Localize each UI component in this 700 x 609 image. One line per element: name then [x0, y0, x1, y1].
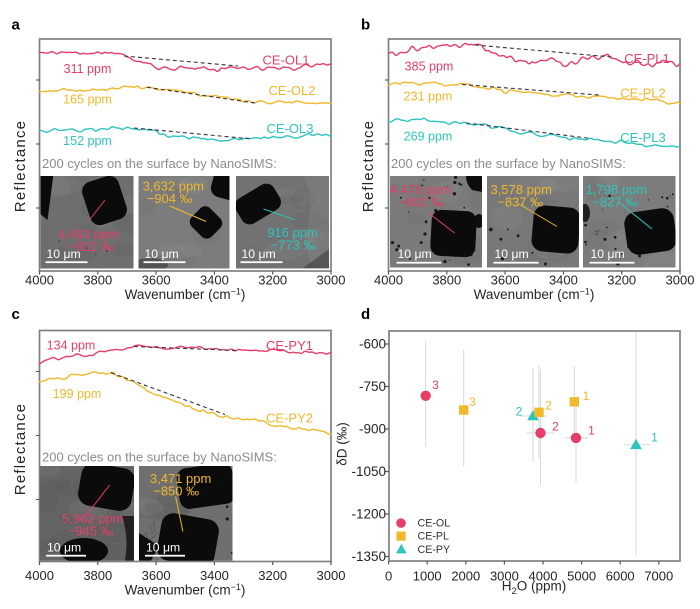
- svg-text:231 ppm: 231 ppm: [404, 90, 453, 104]
- svg-text:3600: 3600: [142, 273, 171, 288]
- svg-text:CE-OL2: CE-OL2: [269, 83, 316, 98]
- svg-text:3,632 ppm: 3,632 ppm: [143, 179, 204, 194]
- svg-text:−837 ‰: −837 ‰: [497, 194, 543, 209]
- svg-text:CE-PL: CE-PL: [418, 531, 450, 543]
- svg-text:3800: 3800: [83, 568, 112, 583]
- svg-text:CE-OL1: CE-OL1: [263, 53, 310, 68]
- svg-text:3400: 3400: [200, 568, 229, 583]
- svg-text:-900: -900: [359, 422, 386, 437]
- svg-text:a: a: [12, 17, 21, 34]
- svg-text:4000: 4000: [529, 569, 558, 584]
- svg-text:5,962 ppm: 5,962 ppm: [62, 511, 123, 526]
- svg-text:3400: 3400: [200, 273, 229, 288]
- svg-text:3600: 3600: [142, 568, 171, 583]
- svg-text:3200: 3200: [258, 273, 287, 288]
- svg-text:10 μm: 10 μm: [145, 247, 179, 261]
- svg-text:4000: 4000: [25, 568, 54, 583]
- svg-text:b: b: [361, 17, 370, 34]
- svg-text:6000: 6000: [606, 569, 635, 584]
- svg-text:CE-PY1: CE-PY1: [266, 338, 313, 353]
- svg-text:2000: 2000: [451, 569, 480, 584]
- svg-text:CE-OL3: CE-OL3: [267, 121, 314, 136]
- svg-text:385 ppm: 385 ppm: [405, 60, 454, 74]
- svg-text:200 cycles on the surface by N: 200 cycles on the surface by NanoSIMS:: [391, 156, 626, 171]
- svg-text:10 μm: 10 μm: [47, 247, 81, 261]
- svg-text:CE-OL: CE-OL: [418, 518, 451, 530]
- svg-text:−802 ‰: −802 ‰: [398, 194, 444, 209]
- svg-text:−773 ‰: −773 ‰: [271, 237, 317, 252]
- svg-text:3000: 3000: [317, 273, 346, 288]
- svg-text:3: 3: [469, 395, 476, 409]
- svg-text:3200: 3200: [258, 568, 287, 583]
- svg-text:4000: 4000: [374, 273, 403, 288]
- svg-text:c: c: [12, 306, 20, 323]
- svg-text:311 ppm: 311 ppm: [64, 62, 112, 76]
- svg-text:4,476 ppm: 4,476 ppm: [390, 182, 451, 197]
- svg-text:152 ppm: 152 ppm: [63, 134, 112, 148]
- svg-text:10 μm: 10 μm: [495, 247, 529, 261]
- svg-text:Wavenumber (cm−1): Wavenumber (cm−1): [125, 582, 246, 598]
- svg-text:134 ppm: 134 ppm: [47, 339, 96, 353]
- svg-text:5000: 5000: [567, 569, 596, 584]
- svg-text:0: 0: [385, 569, 392, 584]
- svg-text:7000: 7000: [644, 569, 673, 584]
- svg-text:3600: 3600: [491, 273, 520, 288]
- svg-text:-750: -750: [359, 379, 386, 394]
- svg-text:3800: 3800: [83, 273, 112, 288]
- svg-text:3000: 3000: [317, 568, 346, 583]
- svg-text:CE-PY2: CE-PY2: [266, 410, 313, 425]
- svg-text:10 μm: 10 μm: [242, 247, 276, 261]
- svg-text:3400: 3400: [549, 273, 578, 288]
- svg-text:Reflectance: Reflectance: [360, 120, 377, 212]
- svg-text:4,483 ppm: 4,483 ppm: [58, 227, 119, 242]
- svg-text:−827 ‰: −827 ‰: [592, 194, 638, 209]
- svg-text:916 ppm: 916 ppm: [267, 225, 318, 240]
- svg-text:1: 1: [651, 431, 658, 445]
- svg-text:10 μm: 10 μm: [398, 247, 432, 261]
- svg-text:d: d: [361, 306, 370, 323]
- svg-text:−850 ‰: −850 ‰: [153, 483, 199, 498]
- svg-text:2: 2: [516, 405, 523, 419]
- svg-text:−945 ‰: −945 ‰: [68, 523, 114, 538]
- svg-text:−921 ‰: −921 ‰: [68, 239, 114, 254]
- svg-text:3: 3: [432, 378, 439, 392]
- svg-text:3200: 3200: [607, 273, 636, 288]
- svg-text:-1200: -1200: [351, 507, 386, 522]
- svg-text:2: 2: [552, 420, 559, 434]
- svg-text:Wavenumber (cm−1): Wavenumber (cm−1): [474, 287, 595, 303]
- svg-text:Reflectance: Reflectance: [12, 403, 29, 495]
- svg-text:Reflectance: Reflectance: [12, 120, 29, 212]
- svg-text:CE-PL1: CE-PL1: [624, 51, 670, 66]
- svg-text:1: 1: [588, 424, 595, 438]
- svg-text:CE-PL2: CE-PL2: [620, 86, 666, 101]
- svg-text:δD (‰): δD (‰): [335, 422, 350, 466]
- svg-text:3800: 3800: [432, 273, 461, 288]
- svg-text:H2O (ppm): H2O (ppm): [502, 579, 567, 598]
- svg-text:1: 1: [583, 389, 590, 403]
- svg-text:1000: 1000: [413, 569, 442, 584]
- svg-text:-1350: -1350: [351, 549, 386, 564]
- svg-text:-600: -600: [359, 337, 386, 352]
- svg-text:10 μm: 10 μm: [146, 541, 180, 555]
- svg-text:CE-PL3: CE-PL3: [620, 130, 666, 145]
- svg-text:-1050: -1050: [351, 464, 386, 479]
- svg-text:2: 2: [545, 399, 552, 413]
- svg-text:Wavenumber (cm−1): Wavenumber (cm−1): [125, 287, 246, 303]
- svg-text:199 ppm: 199 ppm: [53, 387, 102, 401]
- svg-text:269 ppm: 269 ppm: [404, 130, 453, 144]
- svg-text:165 ppm: 165 ppm: [63, 93, 112, 107]
- svg-text:3000: 3000: [666, 273, 695, 288]
- svg-text:1,798 ppm: 1,798 ppm: [586, 182, 647, 197]
- svg-text:−904 ‰: −904 ‰: [147, 191, 193, 206]
- svg-text:CE-PY: CE-PY: [418, 544, 451, 556]
- svg-text:200 cycles on the surface by N: 200 cycles on the surface by NanoSIMS:: [42, 156, 277, 171]
- svg-text:3000: 3000: [490, 569, 519, 584]
- svg-text:4000: 4000: [25, 273, 54, 288]
- svg-text:3,578 ppm: 3,578 ppm: [490, 182, 551, 197]
- svg-text:3,471 ppm: 3,471 ppm: [150, 471, 211, 486]
- svg-text:10 μm: 10 μm: [47, 541, 81, 555]
- svg-text:10 μm: 10 μm: [591, 247, 625, 261]
- svg-text:200 cycles on the surface by N: 200 cycles on the surface by NanoSIMS:: [42, 449, 277, 464]
